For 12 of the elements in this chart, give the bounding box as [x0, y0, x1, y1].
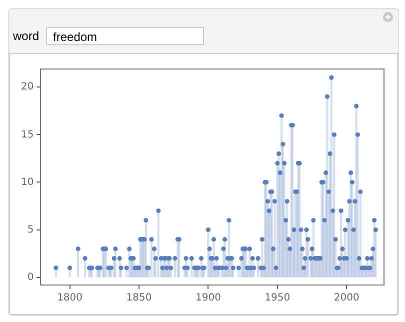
x-tick-label: 1950 [264, 292, 290, 304]
y-tick-label: 0 [27, 272, 34, 283]
y-tick-label: 5 [27, 224, 34, 236]
text: freedom [46, 27, 204, 45]
y-tick-label: 15 [20, 129, 34, 140]
y-tick-label: 10 [20, 176, 34, 188]
x-tick-label: 1800 [57, 292, 83, 304]
x-tick-label: 1850 [126, 292, 152, 304]
x-tick-label: 2000 [334, 292, 360, 304]
x-tick-label: 1900 [195, 292, 221, 304]
y-tick-label: 20 [20, 82, 34, 93]
text: word [13, 29, 40, 43]
